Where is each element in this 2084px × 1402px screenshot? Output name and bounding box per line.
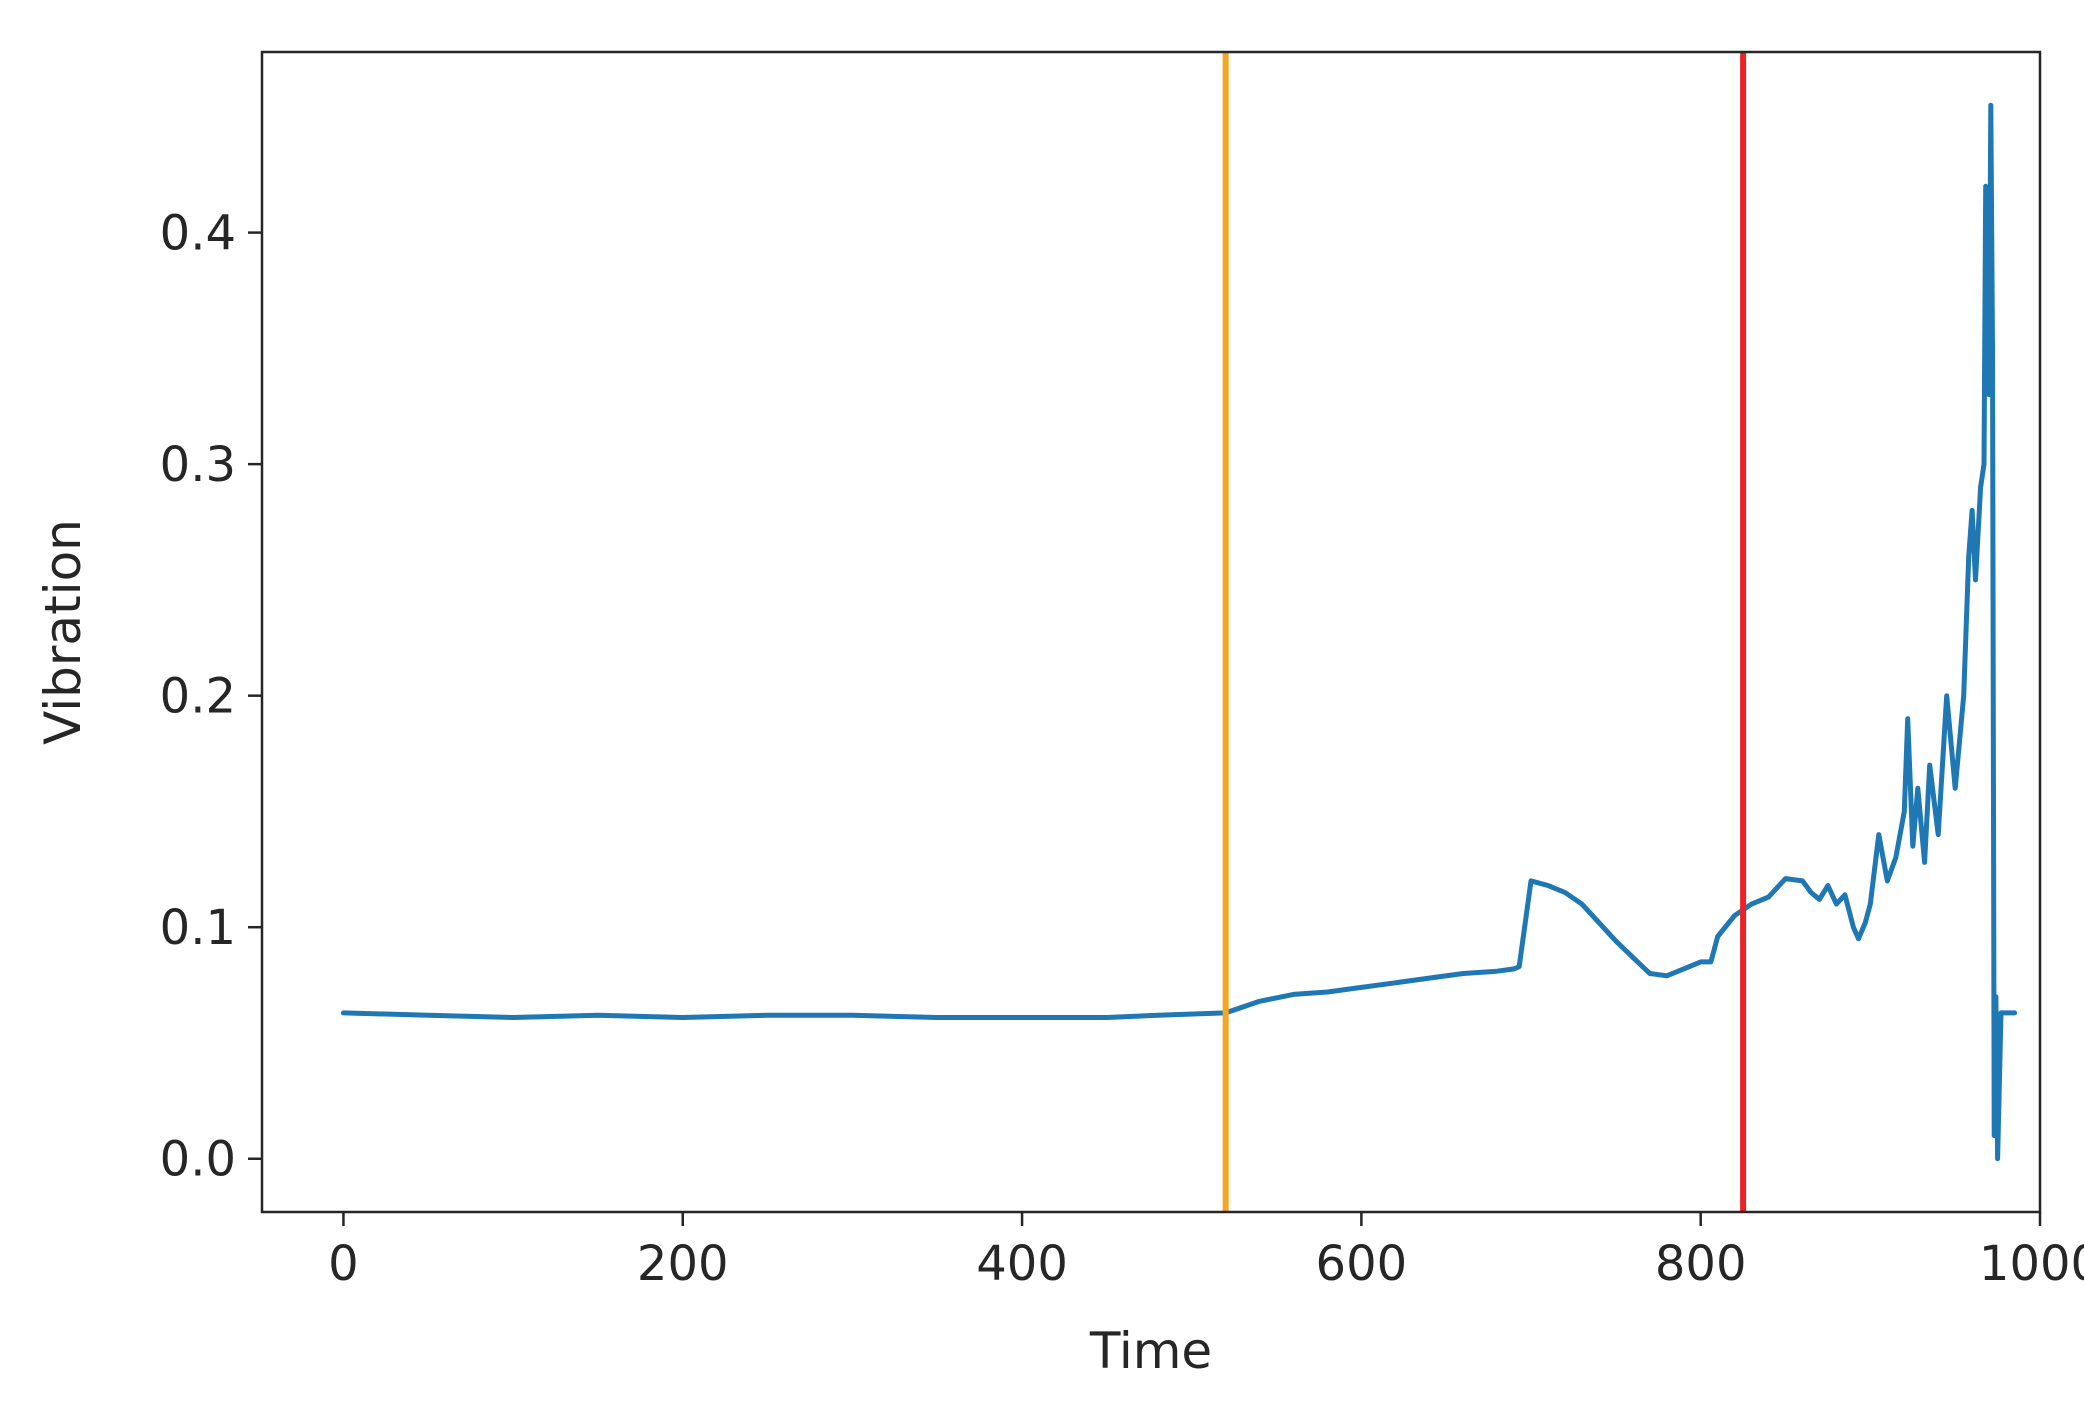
plot-frame [260,50,2042,1214]
y-tick-label: 0.4 [160,206,236,262]
series-line-0 [340,102,2018,1162]
y-tick-label: 0.1 [160,900,236,956]
y-axis-label: Vibration [34,519,92,745]
x-tick-label: 800 [1655,1236,1747,1292]
x-tick-label: 600 [1316,1236,1408,1292]
x-tick-label: 400 [976,1236,1068,1292]
x-axis-label: Time [1089,1322,1212,1380]
y-tick-label: 0.2 [160,669,236,725]
y-tick-label: 0.3 [160,437,236,493]
y-tick-label: 0.0 [160,1132,236,1188]
x-tick-label: 0 [328,1236,359,1292]
x-tick-label: 200 [637,1236,729,1292]
plot-area [340,52,2018,1212]
